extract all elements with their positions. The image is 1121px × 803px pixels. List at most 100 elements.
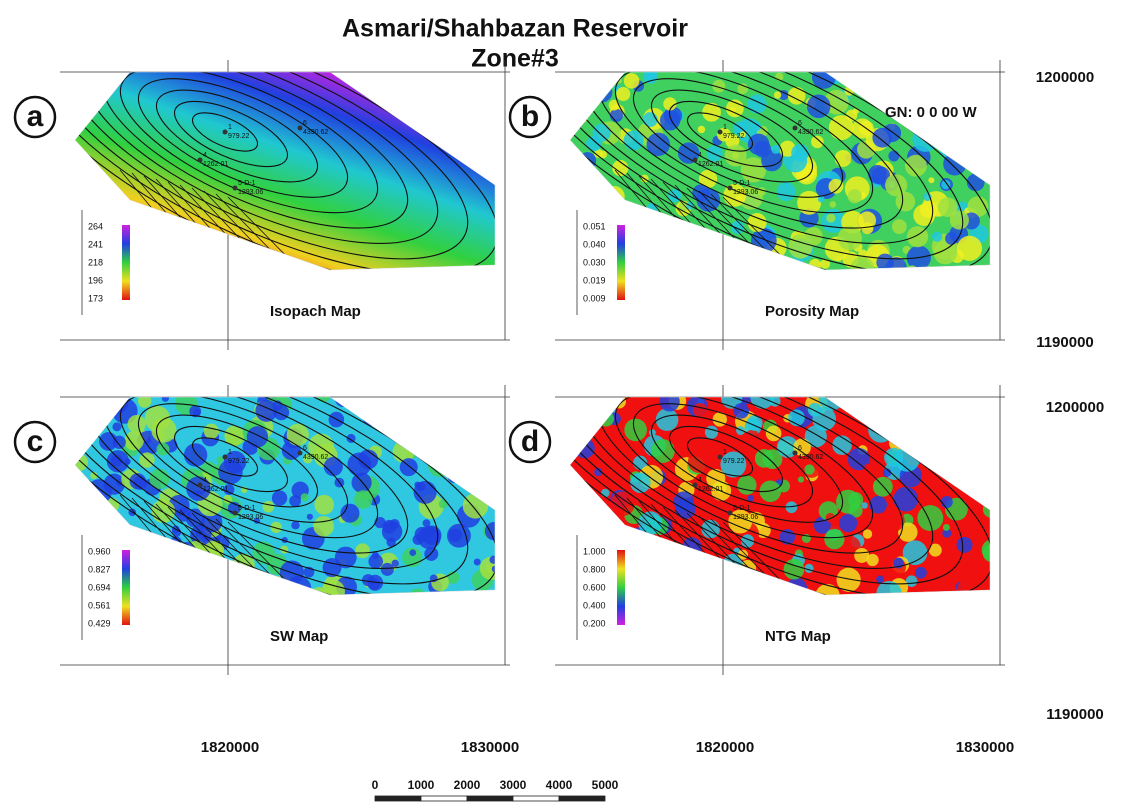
noise-spot [610,109,623,122]
noise-spot [755,449,774,468]
noise-spot [854,548,869,563]
scale-label: 2000 [454,778,481,792]
noise-spot [748,495,754,501]
well [198,158,203,163]
noise-spot [967,173,985,191]
map-caption: NTG Map [765,628,831,645]
noise-spot [606,399,616,409]
noise-spot [105,391,128,414]
noise-spot [967,469,982,484]
noise-spot [641,568,648,575]
noise-spot [702,103,721,122]
noise-spot [932,232,942,242]
noise-spot [403,426,421,444]
colorbar [617,225,625,300]
noise-spot [974,93,990,109]
noise-spot [855,403,872,420]
noise-spot [489,556,497,564]
noise-spot [406,420,431,445]
noise-spot [736,426,745,435]
noise-spot [558,213,572,227]
noise-spot [954,589,972,607]
well [693,158,698,163]
well-name: 6 [303,445,307,452]
noise-spot [234,585,247,598]
well-value: 979.22 [228,133,250,140]
panel-letter: c [27,425,44,458]
noise-spot [274,405,290,421]
noise-spot [656,408,679,431]
well-value: 1293.06 [238,514,263,521]
noise-spot [307,514,313,520]
noise-spot [777,182,796,201]
noise-spot [70,453,88,471]
noise-spot [477,465,494,482]
noise-spot [911,62,935,86]
noise-spot [627,563,650,586]
well-value: 1262.01 [203,161,228,168]
noise-spot [970,428,987,445]
scale-segment [559,796,605,801]
well [223,455,228,460]
noise-spot [575,176,597,198]
noise-spot [698,126,705,133]
noise-spot [887,420,894,427]
noise-spot [975,488,983,496]
noise-spot [943,524,950,531]
noise-spot [452,405,474,427]
noise-spot [969,464,989,484]
noise-spot [272,490,287,505]
noise-spot [428,446,450,468]
legend-label: 0.600 [583,582,606,592]
noise-spot [559,90,573,104]
noise-spot [128,556,142,570]
noise-spot [156,443,169,456]
noise-spot [811,136,824,149]
legend-label: 0.051 [583,221,606,231]
legend-label: 0.561 [88,600,111,610]
noise-spot [249,574,264,589]
well [223,130,228,135]
noise-spot [737,475,756,494]
noise-spot [567,398,586,417]
noise-spot [291,521,299,529]
x-label: 1820000 [201,739,259,756]
noise-spot [798,476,804,482]
noise-spot [375,405,385,415]
noise-spot [791,144,809,162]
noise-spot [422,519,430,527]
well-name: 4 [203,152,207,159]
noise-spot [565,111,572,118]
noise-spot [950,210,969,229]
noise-spot [733,256,755,278]
noise-spot [597,193,611,207]
scale-label: 1000 [408,778,435,792]
noise-spot [485,435,508,458]
x-label: 1820000 [696,739,754,756]
noise-spot [423,413,449,439]
map-caption: Porosity Map [765,303,859,320]
noise-spot [956,579,981,604]
noise-spot [67,498,74,505]
noise-spot [983,103,1002,122]
well-name: 5-D-1 [238,180,256,187]
noise-spot [408,589,426,607]
noise-spot [484,410,490,416]
colorbar [122,225,130,300]
well-name: 1 [228,124,232,131]
noise-spot [77,401,97,421]
noise-spot [939,146,950,157]
y-label: 1190000 [1046,706,1104,723]
well-value: 979.22 [228,458,250,465]
legend-label: 173 [88,293,103,303]
noise-spot [415,414,431,430]
noise-spot [368,554,383,569]
noise-spot [151,418,176,443]
noise-spot [983,147,1002,166]
noise-spot [112,422,121,431]
well-value: 1262.01 [203,486,228,493]
noise-spot [963,474,981,492]
noise-spot [978,484,990,496]
noise-spot [707,145,723,161]
well-name: 6 [798,120,802,127]
